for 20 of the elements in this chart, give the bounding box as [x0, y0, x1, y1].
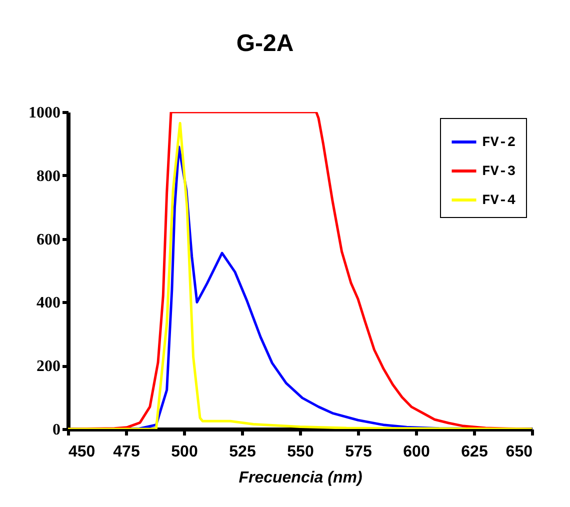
y-tick-label: 200 [36, 358, 60, 376]
x-axis-title: Frecuencia (nm) [238, 470, 362, 486]
x-tick-label: 625 [461, 444, 488, 460]
legend-label: FV-4 [482, 193, 516, 209]
y-tick-label: 0 [52, 422, 60, 438]
x-tick-label: 550 [287, 444, 314, 460]
y-tick-label: 800 [36, 168, 60, 185]
y-tick-label: 1000 [28, 104, 60, 122]
chart-title: G-2A [236, 30, 294, 57]
x-tick-label: 475 [113, 444, 140, 460]
y-tick-label: 400 [36, 294, 60, 312]
x-tick-label: 600 [403, 444, 430, 460]
legend-label: FV-3 [482, 164, 516, 180]
x-tick-label: 650 [506, 444, 533, 460]
x-tick-label: 525 [229, 444, 256, 460]
x-tick-label: 450 [68, 444, 96, 460]
y-tick-label: 600 [36, 231, 60, 248]
x-tick-label: 575 [345, 444, 372, 460]
legend-label: FV-2 [482, 135, 516, 151]
x-tick-label: 500 [171, 444, 198, 460]
